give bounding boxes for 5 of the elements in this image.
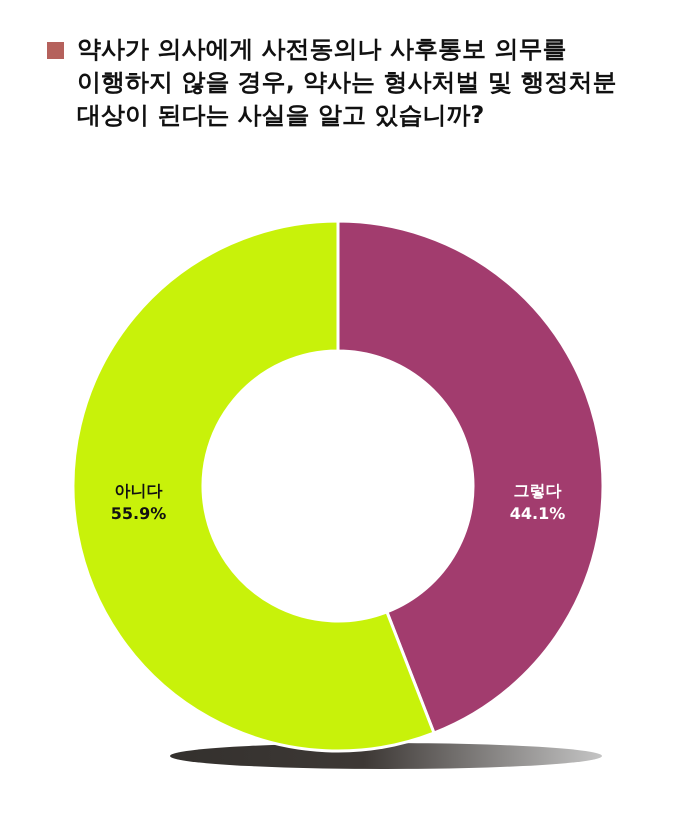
data-label: 55.9% (110, 504, 166, 523)
slice-label: 그렇다 (514, 481, 562, 500)
slice-label: 아니다 (114, 481, 162, 500)
data-label: 44.1% (510, 504, 566, 523)
chart-title: 약사가 의사에게 사전동의나 사후통보 의무를 이행하지 않을 경우, 약사는 형사처벌 및 행정처분 대상이 된다는 사실을 알고 있습니까? (77, 34, 618, 131)
